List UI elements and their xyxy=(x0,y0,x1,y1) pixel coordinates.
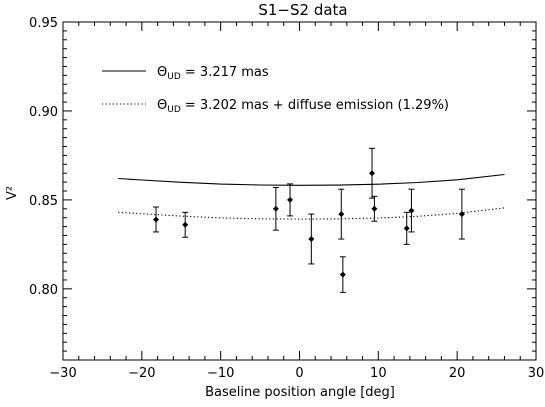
x-tick-label: 30 xyxy=(528,366,545,381)
data-point xyxy=(338,211,345,218)
x-tick-label: −20 xyxy=(128,366,155,381)
y-tick-label: 0.85 xyxy=(29,194,58,209)
y-tick-label: 0.90 xyxy=(29,105,58,120)
data-point xyxy=(369,170,376,177)
y-tick-label: 0.80 xyxy=(29,283,58,298)
y-axis-title: V² xyxy=(5,186,20,200)
legend-entry: ΘUD = 3.202 mas + diffuse emission (1.29… xyxy=(157,98,449,115)
x-tick-label: −10 xyxy=(207,366,234,381)
y-axis-title-group: V² xyxy=(5,186,20,200)
data-point xyxy=(408,207,415,214)
x-tick-label: 10 xyxy=(370,366,387,381)
plot-layer: −30 −20 −10 0 10 20 30 0.80 0.85 0.90 0.95 ΘUD = 3.… xyxy=(29,16,544,381)
x-axis-title: Baseline position angle [deg] xyxy=(205,385,395,400)
y-tick-label: 0.95 xyxy=(29,16,58,31)
plot-frame xyxy=(62,21,537,361)
data-point xyxy=(272,205,279,212)
legend-entry: ΘUD = 3.217 mas xyxy=(157,65,269,82)
data-point xyxy=(153,216,160,223)
data-point xyxy=(182,221,189,228)
chart-title: S1−S2 data xyxy=(258,1,347,19)
data-point xyxy=(458,211,465,218)
x-tick-label: 20 xyxy=(449,366,466,381)
data-point xyxy=(308,236,315,243)
data-point xyxy=(339,271,346,278)
data-point xyxy=(371,205,378,212)
data-point xyxy=(287,196,294,203)
data-point xyxy=(403,225,410,232)
model-curve-ud xyxy=(118,173,505,186)
x-tick-label: −30 xyxy=(49,366,76,381)
x-tick-label: 0 xyxy=(295,366,303,381)
